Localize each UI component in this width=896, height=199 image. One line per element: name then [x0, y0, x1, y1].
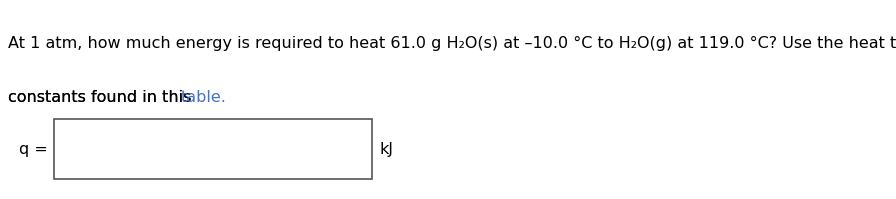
Text: q =: q =: [19, 142, 48, 157]
Text: kJ: kJ: [380, 142, 394, 157]
Text: table.: table.: [180, 90, 227, 104]
Text: constants found in this: constants found in this: [8, 90, 196, 104]
FancyBboxPatch shape: [54, 119, 373, 179]
Text: At 1 atm, how much energy is required to heat 61.0 g H₂O(s) at –10.0 °C to H₂O(g: At 1 atm, how much energy is required to…: [8, 36, 896, 51]
Text: constants found in this: constants found in this: [8, 90, 196, 104]
